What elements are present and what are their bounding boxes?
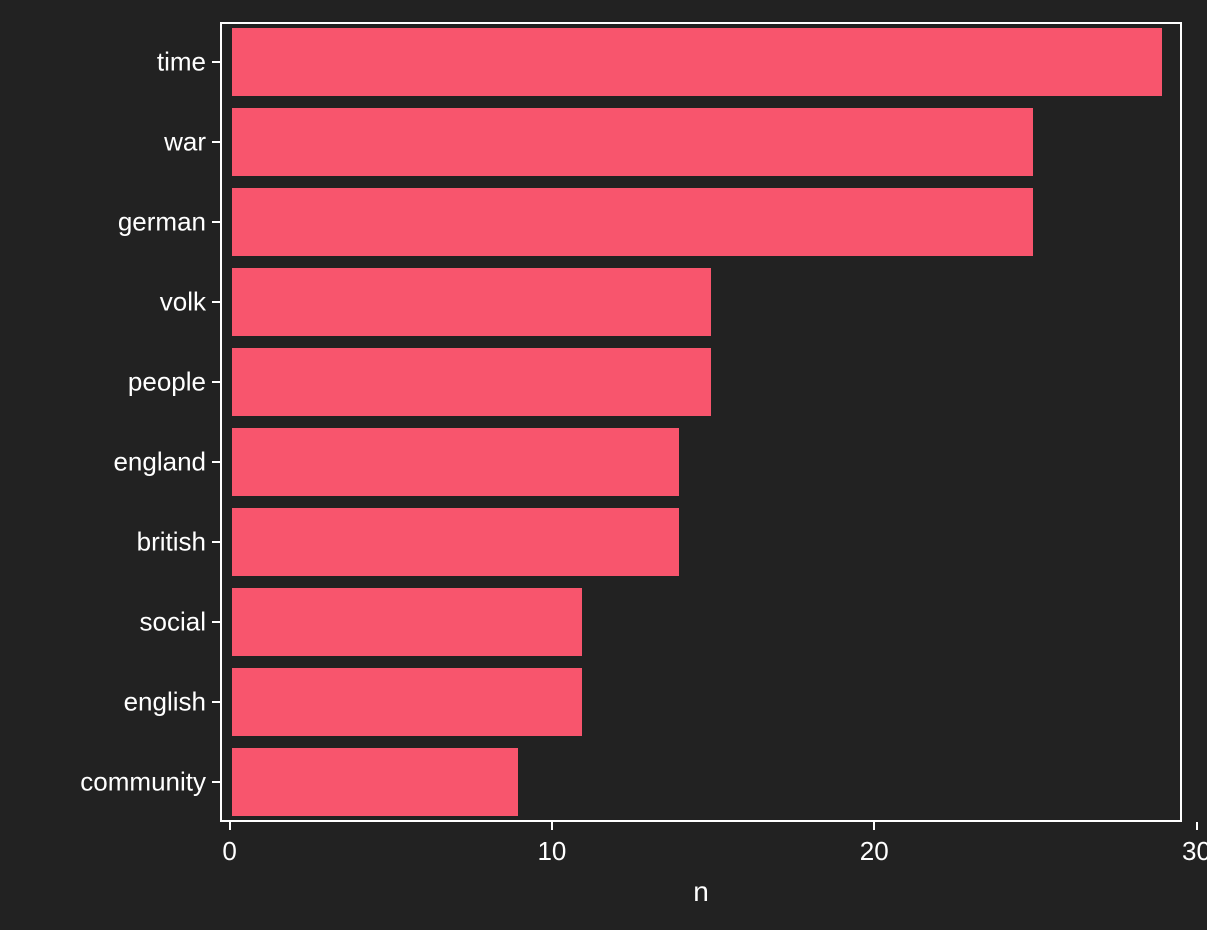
x-tick-mark: [229, 822, 231, 830]
bar-social: [230, 586, 585, 658]
bar-english: [230, 666, 585, 738]
y-tick-label-german: german: [118, 207, 206, 238]
y-tick-mark: [212, 61, 220, 63]
bar-time: [230, 26, 1165, 98]
y-tick-label-time: time: [157, 47, 206, 78]
y-tick-label-volk: volk: [160, 287, 206, 318]
y-tick-label-england: england: [113, 447, 206, 478]
x-tick-mark: [873, 822, 875, 830]
x-tick-label-10: 10: [537, 836, 566, 867]
y-tick-mark: [212, 381, 220, 383]
y-tick-mark: [212, 541, 220, 543]
bar-people: [230, 346, 713, 418]
bar-war: [230, 106, 1036, 178]
y-tick-label-english: english: [124, 687, 206, 718]
y-tick-mark: [212, 461, 220, 463]
y-tick-label-people: people: [128, 367, 206, 398]
y-tick-mark: [212, 301, 220, 303]
y-tick-mark: [212, 141, 220, 143]
y-tick-label-social: social: [140, 607, 206, 638]
y-tick-label-community: community: [80, 767, 206, 798]
x-axis-title: n: [693, 876, 709, 908]
y-tick-mark: [212, 621, 220, 623]
x-tick-label-30: 30: [1182, 836, 1207, 867]
x-tick-mark: [551, 822, 553, 830]
y-tick-mark: [212, 221, 220, 223]
bar-german: [230, 186, 1036, 258]
bar-england: [230, 426, 681, 498]
y-tick-mark: [212, 701, 220, 703]
x-tick-mark: [1196, 822, 1198, 830]
bar-volk: [230, 266, 713, 338]
y-tick-label-british: british: [137, 527, 206, 558]
x-tick-label-0: 0: [222, 836, 236, 867]
x-tick-label-20: 20: [860, 836, 889, 867]
bar-community: [230, 746, 520, 818]
bar-british: [230, 506, 681, 578]
chart-canvas: time war german volk people england british soc…: [0, 0, 1207, 930]
y-tick-label-war: war: [164, 127, 206, 158]
y-tick-mark: [212, 781, 220, 783]
